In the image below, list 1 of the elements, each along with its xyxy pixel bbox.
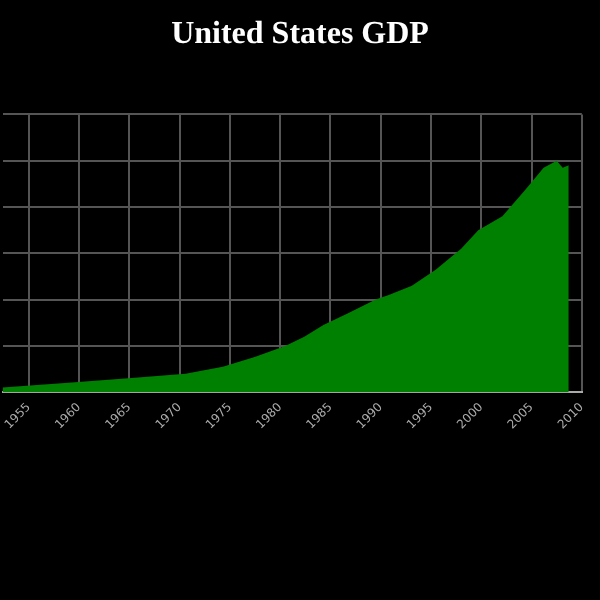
chart-title: United States GDP xyxy=(171,17,430,52)
